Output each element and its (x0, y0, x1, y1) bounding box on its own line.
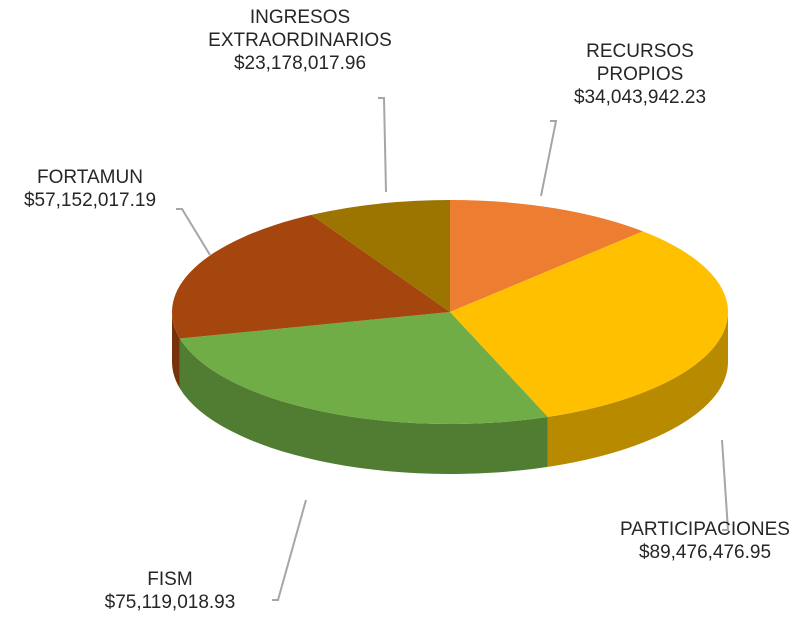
value-label: $23,178,017.96 (233, 53, 367, 74)
slice (450, 200, 643, 312)
value-label: $75,119,018.93 (104, 592, 236, 613)
slice-side (179, 338, 548, 475)
value-label: $34,043,942.23 (573, 87, 707, 108)
slice (450, 231, 729, 417)
data-label: FORTAMUN $57,152,017.19 (0, 166, 180, 212)
leader-line (540, 120, 558, 197)
category-label: RECURSOS PROPIOS (586, 41, 694, 85)
slice-side (547, 312, 728, 467)
slice-side (172, 312, 180, 389)
data-label: PARTICIPACIONES $89,476,476.95 (600, 518, 806, 564)
category-label: PARTICIPACIONES (620, 519, 790, 540)
value-label: $89,476,476.95 (638, 542, 772, 563)
leader-line (176, 208, 211, 256)
slice (172, 214, 450, 339)
data-label: INGRESOS EXTRAORDINARIOS $23,178,017.96 (180, 6, 420, 75)
leader-line (272, 499, 307, 601)
slice (311, 200, 450, 312)
leader-line (378, 97, 387, 193)
value-label: $57,152,017.19 (23, 190, 157, 211)
category-label: FORTAMUN (37, 167, 143, 188)
data-label: FISM $75,119,018.93 (70, 568, 270, 614)
leader-line (721, 439, 730, 531)
slice (179, 312, 548, 425)
data-label: RECURSOS PROPIOS $34,043,942.23 (545, 40, 735, 109)
category-label: INGRESOS EXTRAORDINARIOS (208, 7, 392, 51)
category-label: FISM (147, 569, 193, 590)
